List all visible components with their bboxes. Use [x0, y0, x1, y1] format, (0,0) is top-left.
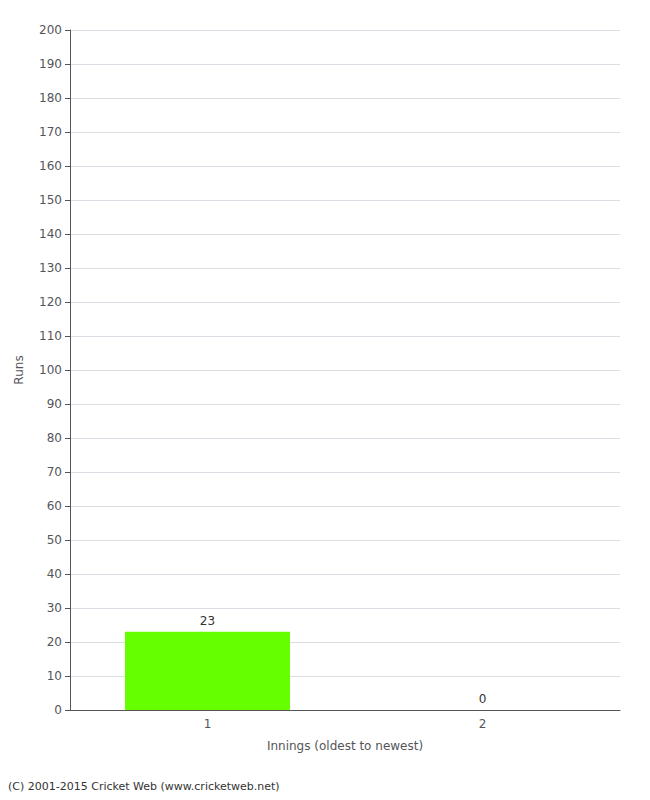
svg-text:(C) 2001-2015 Cricket Web (www: (C) 2001-2015 Cricket Web (www.cricketwe…	[8, 780, 280, 793]
svg-text:1: 1	[204, 717, 212, 731]
svg-text:110: 110	[39, 329, 62, 343]
svg-text:160: 160	[39, 159, 62, 173]
svg-text:Runs: Runs	[12, 355, 26, 384]
svg-text:200: 200	[39, 23, 62, 37]
svg-text:150: 150	[39, 193, 62, 207]
svg-text:140: 140	[39, 227, 62, 241]
svg-text:120: 120	[39, 295, 62, 309]
svg-text:170: 170	[39, 125, 62, 139]
svg-text:60: 60	[47, 499, 62, 513]
svg-text:70: 70	[47, 465, 62, 479]
svg-text:190: 190	[39, 57, 62, 71]
svg-text:180: 180	[39, 91, 62, 105]
svg-text:130: 130	[39, 261, 62, 275]
svg-text:30: 30	[47, 601, 62, 615]
svg-text:0: 0	[54, 703, 62, 717]
svg-text:20: 20	[47, 635, 62, 649]
svg-text:23: 23	[200, 614, 215, 628]
svg-text:50: 50	[47, 533, 62, 547]
svg-text:0: 0	[479, 692, 487, 706]
svg-text:40: 40	[47, 567, 62, 581]
svg-text:Innings (oldest to newest): Innings (oldest to newest)	[267, 739, 423, 753]
svg-text:2: 2	[479, 717, 487, 731]
svg-text:10: 10	[47, 669, 62, 683]
svg-text:80: 80	[47, 431, 62, 445]
svg-text:90: 90	[47, 397, 62, 411]
svg-text:100: 100	[39, 363, 62, 377]
